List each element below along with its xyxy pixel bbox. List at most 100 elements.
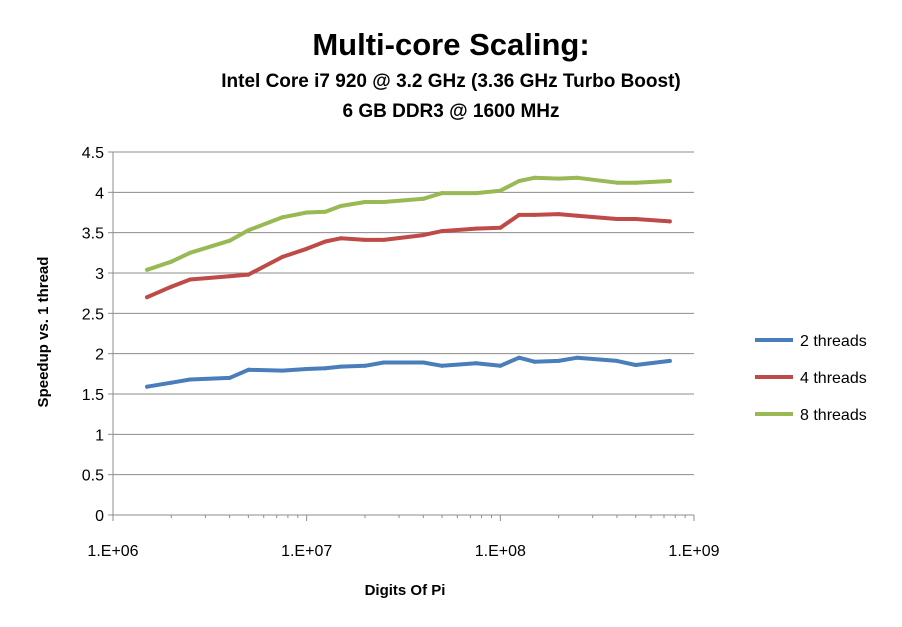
data-point	[474, 191, 479, 196]
data-point	[280, 254, 285, 259]
data-point	[517, 212, 522, 217]
y-tick-label: 0.5	[82, 468, 104, 485]
data-point	[498, 225, 503, 230]
data-point	[304, 367, 309, 371]
data-point	[381, 237, 386, 242]
data-point	[532, 359, 537, 364]
data-point	[381, 200, 386, 204]
series-line	[145, 355, 672, 389]
data-point	[280, 368, 285, 373]
data-point	[517, 355, 522, 360]
data-point	[280, 215, 285, 220]
legend-label: 4 threads	[800, 370, 867, 387]
data-point	[614, 358, 619, 363]
y-tick-label: 4.5	[82, 145, 104, 162]
data-point	[474, 361, 479, 366]
data-point	[323, 366, 328, 371]
legend: 2 threads 4 threads 8 threads	[755, 333, 867, 424]
data-point	[381, 360, 386, 365]
data-point	[188, 277, 193, 282]
data-point	[323, 239, 328, 244]
data-point	[227, 274, 232, 279]
data-point	[440, 229, 444, 234]
x-tick-label: 1.E+09	[668, 543, 719, 560]
data-point	[363, 237, 367, 242]
y-tick-label: 0	[95, 508, 104, 525]
y-tick-label: 3.5	[82, 226, 104, 243]
data-point	[667, 179, 672, 183]
y-tick-label: 1.5	[82, 387, 104, 404]
chart-subtitle-line-1: Intel Core i7 920 @ 3.2 GHz (3.36 GHz Tu…	[221, 71, 681, 92]
x-tick-label: 1.E+06	[87, 543, 138, 560]
y-axis-title: Speedup vs. 1 thread	[35, 257, 52, 408]
series-2-threads	[145, 355, 672, 389]
x-axis-title: Digits Of Pi	[365, 582, 446, 599]
legend-label: 8 threads	[800, 407, 867, 424]
data-point	[532, 212, 537, 217]
chart-subtitle-line-2: 6 GB DDR3 @ 1600 MHz	[342, 101, 559, 122]
data-point	[188, 377, 193, 382]
y-tick-label: 4	[95, 185, 104, 202]
data-point	[556, 176, 561, 181]
y-tick-label: 2.5	[82, 306, 104, 323]
gridlines	[113, 151, 694, 476]
data-point	[304, 210, 309, 215]
axes	[108, 151, 695, 521]
data-point	[227, 238, 232, 243]
data-point	[498, 188, 503, 193]
data-point	[169, 259, 174, 264]
series-line	[145, 175, 672, 272]
data-point	[145, 267, 150, 272]
data-point	[421, 360, 426, 365]
y-tick-label: 1	[95, 427, 104, 444]
data-point	[188, 250, 193, 255]
data-point	[145, 295, 150, 300]
y-tick-label: 3	[95, 266, 104, 283]
data-point	[633, 363, 638, 367]
data-point	[169, 284, 174, 289]
data-point	[363, 200, 367, 204]
tick-labels: 0 0.5 1 1.5 2 2.5 3 3.5 4 4.5 1.E+06 1.E+07 1.E+08 1.…	[82, 145, 720, 560]
data-point	[169, 380, 174, 385]
series-4-threads	[145, 212, 672, 300]
data-point	[421, 196, 426, 201]
x-tick-label: 1.E+08	[475, 543, 526, 560]
series-line	[145, 212, 672, 300]
data-series	[145, 175, 672, 389]
data-point	[498, 363, 503, 368]
data-point	[227, 375, 232, 380]
data-point	[614, 180, 619, 185]
data-point	[532, 175, 537, 180]
data-point	[556, 358, 561, 363]
data-point	[556, 212, 561, 217]
data-point	[246, 228, 251, 233]
data-point	[323, 209, 328, 214]
chart-title: Multi-core Scaling:	[312, 27, 589, 62]
data-point	[633, 217, 638, 221]
data-point	[575, 175, 580, 180]
data-point	[575, 213, 580, 218]
data-point	[145, 384, 150, 389]
data-point	[338, 364, 343, 369]
data-point	[440, 363, 444, 368]
series-8-threads	[145, 175, 672, 272]
data-point	[304, 246, 309, 251]
data-point	[440, 191, 444, 196]
data-point	[421, 233, 426, 238]
data-point	[667, 358, 672, 363]
data-point	[338, 204, 343, 208]
data-point	[614, 217, 619, 221]
y-tick-label: 2	[95, 347, 104, 364]
data-point	[575, 355, 580, 360]
data-point	[517, 179, 522, 183]
data-point	[363, 363, 367, 368]
data-point	[246, 367, 251, 372]
data-point	[474, 226, 479, 231]
legend-label: 2 threads	[800, 333, 867, 350]
x-tick-label: 1.E+07	[281, 543, 332, 560]
data-point	[633, 180, 638, 185]
data-point	[246, 272, 251, 277]
data-point	[338, 236, 343, 241]
data-point	[667, 219, 672, 224]
